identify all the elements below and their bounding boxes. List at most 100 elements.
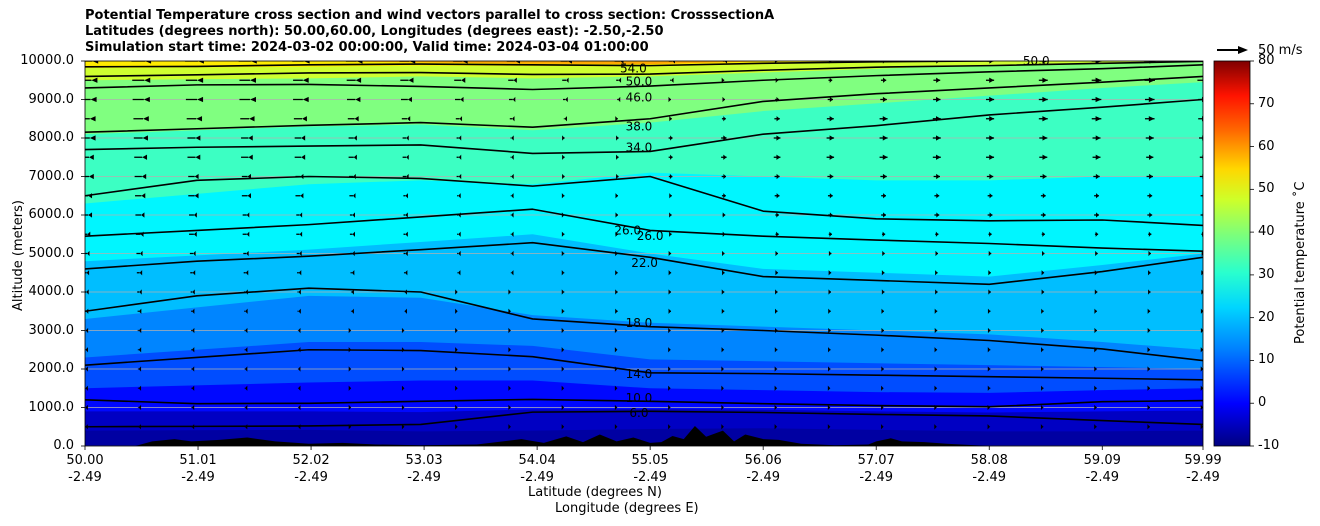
wind-arrow bbox=[934, 327, 938, 334]
wind-arrow bbox=[828, 231, 832, 237]
wind-arrow bbox=[1147, 424, 1150, 430]
wind-arrow bbox=[297, 270, 302, 276]
wind-arrow bbox=[721, 173, 727, 180]
wind-arrow bbox=[244, 347, 248, 353]
wind-arrow bbox=[616, 135, 619, 141]
wind-arrow bbox=[1147, 366, 1151, 372]
wind-arrow bbox=[668, 385, 671, 391]
wind-arrow bbox=[1091, 61, 1102, 64]
contour-label: 50.0 bbox=[626, 74, 653, 88]
wind-arrow bbox=[561, 404, 565, 411]
wind-arrow bbox=[1041, 231, 1045, 237]
x-tick-lat: 59.09 bbox=[1083, 453, 1121, 468]
wind-arrow bbox=[244, 424, 248, 430]
wind-arrow bbox=[1094, 193, 1099, 199]
contour-lines bbox=[85, 61, 1203, 428]
wind-arrow bbox=[668, 154, 673, 160]
wind-arrow bbox=[986, 61, 994, 64]
wind-arrow bbox=[668, 173, 673, 180]
wind-arrow bbox=[562, 77, 569, 83]
wind-arrow bbox=[404, 289, 407, 295]
wind-arrow bbox=[508, 308, 511, 314]
wind-arrow bbox=[668, 347, 671, 353]
wind-arrow bbox=[563, 96, 568, 103]
wind-arrow bbox=[350, 308, 354, 314]
y-tick-label: 7000.0 bbox=[28, 168, 75, 184]
wind-vectors bbox=[85, 61, 1203, 430]
wind-arrow bbox=[346, 77, 362, 83]
wind-arrow bbox=[348, 347, 352, 353]
wind-arrow bbox=[1094, 231, 1099, 237]
wind-arrow bbox=[774, 61, 778, 64]
colorbar-tick-label: 10 bbox=[1258, 352, 1275, 368]
wind-arrow bbox=[185, 96, 204, 103]
contour-54.0 bbox=[85, 61, 990, 68]
contour-22.0 bbox=[85, 241, 1203, 286]
contour-10.0 bbox=[85, 398, 1203, 408]
wind-arrow bbox=[402, 135, 409, 141]
x-tick-lon: -2.49 bbox=[520, 470, 554, 485]
wind-arrow bbox=[880, 173, 887, 180]
colorbar-tick-label: 60 bbox=[1258, 138, 1275, 154]
x-tick-lat: 52.02 bbox=[292, 453, 330, 468]
wind-arrow bbox=[1093, 173, 1100, 180]
y-tick-label: 10000.0 bbox=[20, 53, 74, 68]
chart-title-line-2: Latitudes (degrees north): 50.00,60.00, … bbox=[85, 24, 664, 39]
wind-arrow bbox=[985, 96, 995, 103]
y-tick-label: 0.0 bbox=[53, 438, 74, 453]
wind-arrow bbox=[985, 116, 995, 122]
wind-arrow bbox=[189, 231, 197, 237]
wind-arrow bbox=[985, 77, 995, 83]
x-tick-lat: 58.08 bbox=[970, 453, 1008, 468]
wind-arrow bbox=[510, 270, 514, 276]
wind-arrow bbox=[348, 154, 357, 160]
wind-arrow bbox=[1040, 404, 1044, 411]
x-tick-lat: 57.07 bbox=[857, 453, 895, 468]
wind-arrow bbox=[190, 289, 195, 295]
wind-arrow bbox=[668, 270, 672, 276]
wind-arrow bbox=[881, 327, 884, 334]
wind-arrow bbox=[774, 424, 778, 430]
wind-arrow bbox=[295, 173, 304, 180]
wind-arrow bbox=[457, 270, 461, 276]
wind-arrow bbox=[774, 193, 780, 199]
quiver-key-label: 50 m/s bbox=[1258, 43, 1303, 58]
wind-arrow bbox=[131, 61, 152, 64]
wind-arrow bbox=[881, 193, 886, 199]
wind-arrow bbox=[988, 250, 992, 257]
wind-arrow bbox=[455, 289, 458, 295]
wind-arrow bbox=[616, 173, 619, 180]
wind-arrow bbox=[669, 231, 672, 237]
wind-arrow bbox=[137, 385, 142, 391]
colorbar-tick-marks bbox=[1250, 60, 1254, 447]
y-tick-marks bbox=[81, 60, 85, 447]
terrain-profile bbox=[85, 425, 1203, 446]
wind-arrow bbox=[774, 327, 778, 334]
wind-arrow bbox=[295, 193, 304, 199]
wind-arrow bbox=[1094, 270, 1098, 276]
wind-arrow bbox=[987, 212, 993, 218]
wind-arrow bbox=[1094, 289, 1098, 295]
x-tick-lat: 55.05 bbox=[631, 453, 669, 468]
wind-arrow bbox=[244, 289, 248, 295]
wind-arrow bbox=[614, 61, 624, 64]
wind-arrow bbox=[297, 308, 301, 314]
wind-arrow bbox=[508, 404, 511, 411]
wind-arrow bbox=[934, 424, 937, 430]
y-tick-label: 2000.0 bbox=[28, 361, 75, 376]
wind-arrow bbox=[187, 154, 201, 160]
wind-arrow bbox=[297, 347, 301, 353]
wind-arrow bbox=[402, 154, 409, 160]
wind-arrow bbox=[1095, 250, 1098, 257]
wind-arrow bbox=[561, 250, 565, 257]
wind-arrow bbox=[826, 116, 834, 122]
contour-18.0 bbox=[85, 287, 1203, 362]
wind-arrow bbox=[296, 231, 303, 237]
wind-arrow bbox=[722, 212, 726, 218]
wind-arrow bbox=[244, 308, 248, 314]
wind-arrow bbox=[774, 173, 780, 180]
x-tick-label: 55.05 -2.49 bbox=[610, 452, 690, 486]
wind-arrow bbox=[241, 193, 251, 199]
wind-arrow bbox=[348, 135, 357, 141]
wind-arrow bbox=[1041, 366, 1044, 372]
